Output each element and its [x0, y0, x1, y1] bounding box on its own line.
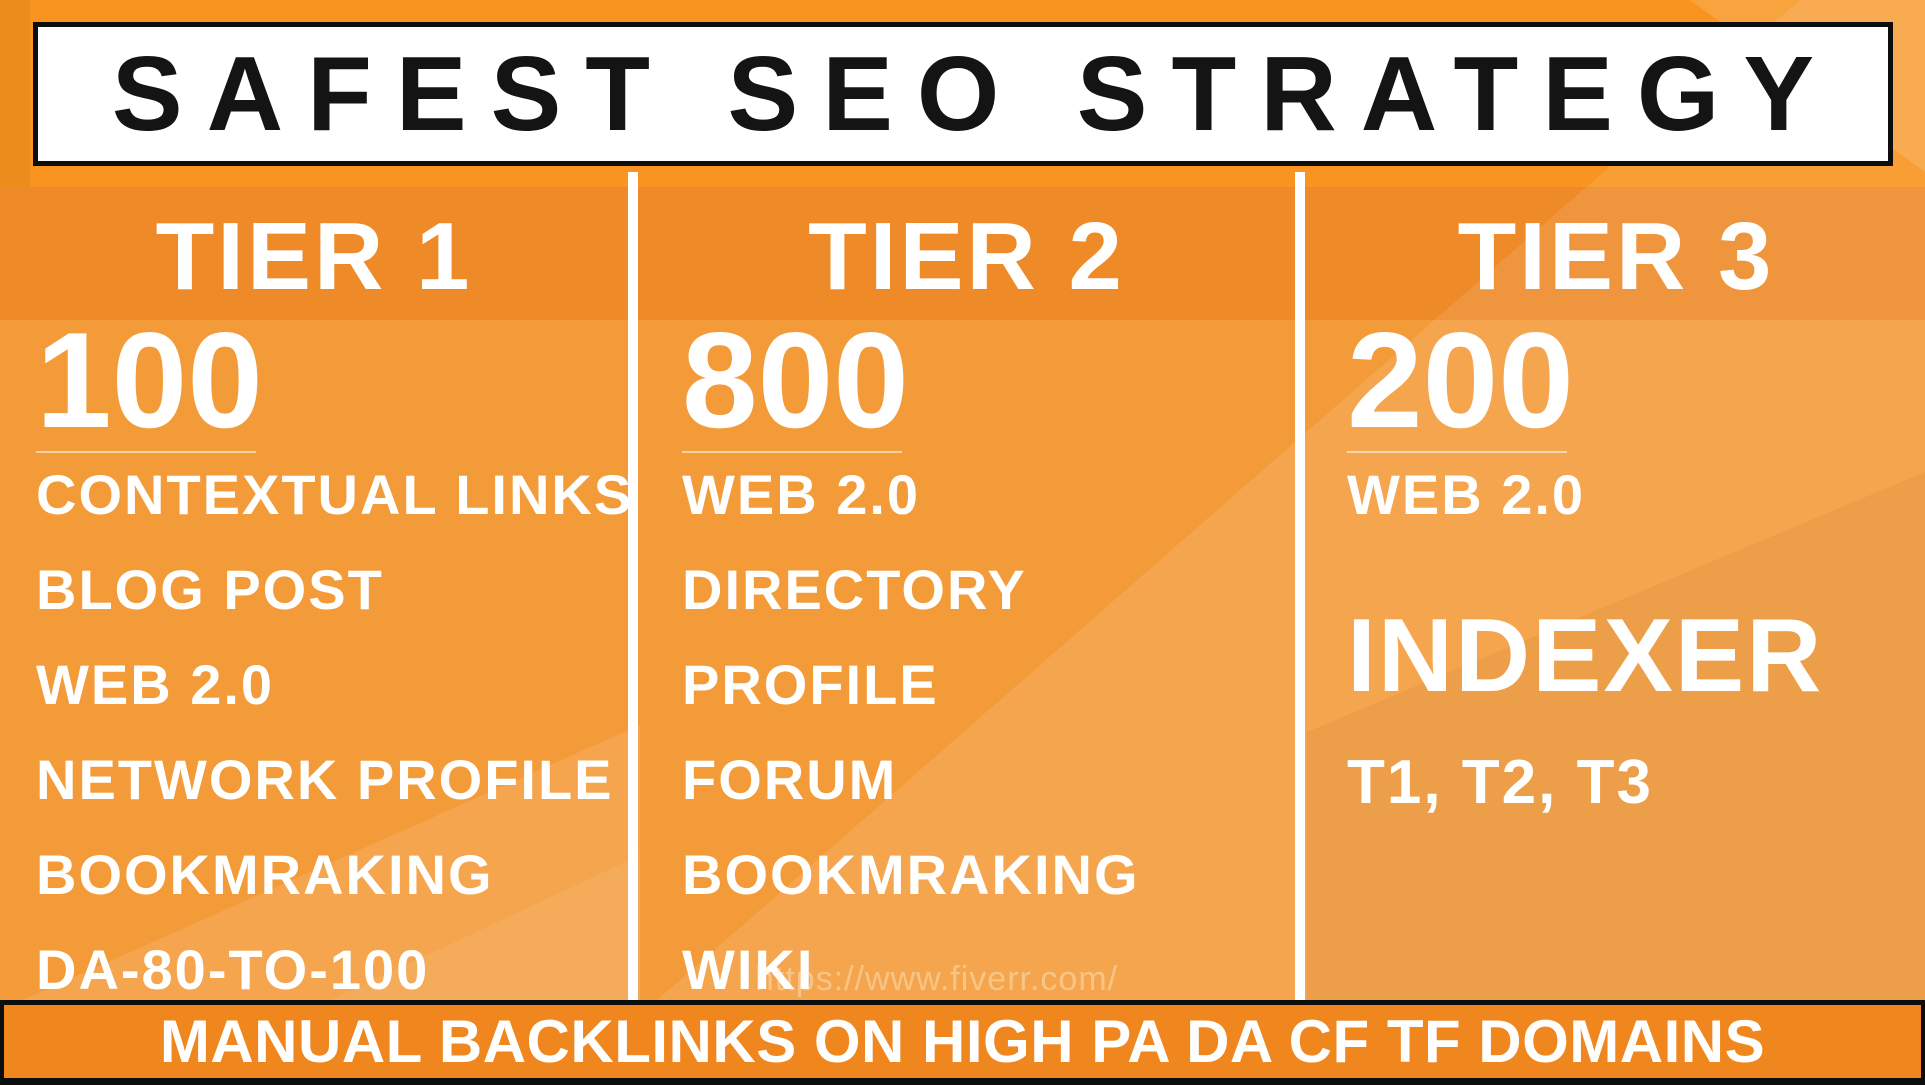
list-item: CONTEXTUAL LINKS	[36, 463, 634, 526]
tier2-item-list: WEB 2.0 DIRECTORY PROFILE FORUM BOOKMRAK…	[682, 453, 1282, 1023]
tier1-item-list: CONTEXTUAL LINKS BLOG POST WEB 2.0 NETWO…	[36, 453, 634, 1023]
tier1-column: 100 CONTEXTUAL LINKS BLOG POST WEB 2.0 N…	[36, 304, 634, 1023]
column-divider-2	[1295, 172, 1305, 1000]
column-divider-1	[628, 172, 638, 1000]
list-item: BLOG POST	[36, 558, 384, 621]
tier2-count: 800	[682, 304, 909, 456]
list-item: DA-80-TO-100	[36, 938, 430, 1001]
tier2-count-underline	[682, 451, 902, 453]
footer-banner: MANUAL BACKLINKS ON HIGH PA DA CF TF DOM…	[0, 1000, 1925, 1085]
tier3-count: 200	[1347, 304, 1574, 456]
tier3-indexer-scope: T1, T2, T3	[1347, 748, 1653, 817]
list-item: DIRECTORY	[682, 558, 1027, 621]
list-item: WEB 2.0	[1347, 463, 1586, 526]
tier1-count-underline	[36, 451, 256, 453]
list-item: BOOKMRAKING	[682, 843, 1140, 906]
list-item: NETWORK PROFILE	[36, 748, 614, 811]
list-item: WEB 2.0	[682, 463, 921, 526]
tier3-count-underline	[1347, 451, 1567, 453]
tier1-count: 100	[36, 304, 263, 456]
tier-header-band	[0, 187, 1925, 320]
watermark-url: https://www.fiverr.com/	[755, 960, 1119, 998]
tier2-column: 800 WEB 2.0 DIRECTORY PROFILE FORUM BOOK…	[682, 304, 1282, 1023]
tier1-heading: TIER 1	[155, 202, 473, 310]
list-item: PROFILE	[682, 653, 939, 716]
tier3-indexer-label: INDEXER	[1347, 598, 1824, 714]
list-item: FORUM	[682, 748, 898, 811]
tier3-column: 200 WEB 2.0 INDEXER T1, T2, T3	[1347, 304, 1912, 817]
list-item: WIKI	[682, 938, 815, 1001]
header-box: SAFEST SEO STRATEGY	[33, 22, 1893, 166]
tier3-heading: TIER 3	[1457, 202, 1775, 310]
list-item: BOOKMRAKING	[36, 843, 494, 906]
tier2-heading: TIER 2	[808, 202, 1125, 310]
list-item: WEB 2.0	[36, 653, 275, 716]
tier3-item-list: WEB 2.0	[1347, 453, 1912, 548]
footer-banner-text: MANUAL BACKLINKS ON HIGH PA DA CF TF DOM…	[159, 1007, 1766, 1075]
page-title: SAFEST SEO STRATEGY	[111, 35, 1839, 153]
top-band-left-shade	[0, 0, 30, 187]
